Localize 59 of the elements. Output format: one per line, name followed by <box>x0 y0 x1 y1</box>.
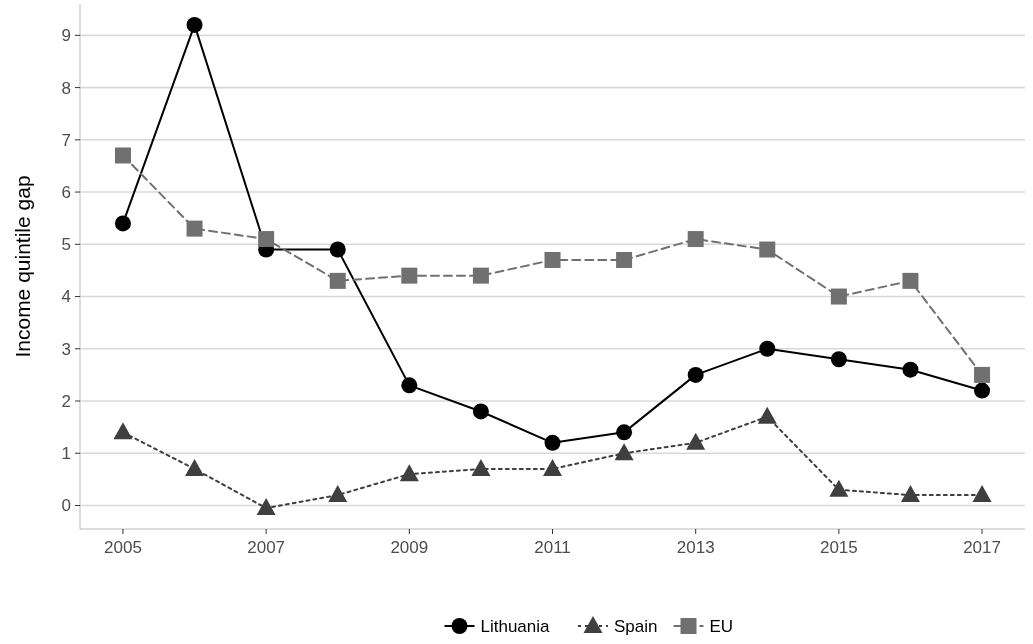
y-tick-label: 1 <box>61 444 71 464</box>
point <box>616 251 633 268</box>
point <box>759 241 776 258</box>
point <box>543 458 562 476</box>
point <box>900 485 920 503</box>
point <box>614 443 634 461</box>
point <box>185 458 205 476</box>
point <box>759 340 776 357</box>
legend-label: EU <box>709 616 734 636</box>
y-tick-label: 4 <box>61 287 71 307</box>
point <box>686 432 706 450</box>
point <box>329 272 346 289</box>
point <box>329 241 346 258</box>
point <box>972 485 992 503</box>
x-tick-label: 2009 <box>390 538 429 557</box>
point <box>544 251 561 268</box>
point <box>687 231 704 248</box>
point <box>399 464 419 482</box>
point <box>687 366 704 383</box>
y-tick-label: 6 <box>61 183 71 203</box>
point <box>830 351 847 368</box>
x-tick-label: 2017 <box>963 538 1001 557</box>
point <box>256 498 276 516</box>
y-tick-label: 5 <box>61 235 71 255</box>
point <box>902 272 919 289</box>
y-tick-label: 0 <box>61 496 71 516</box>
point <box>544 434 561 451</box>
point <box>830 288 847 305</box>
point <box>401 267 418 284</box>
x-tick-label: 2015 <box>819 538 858 557</box>
y-tick-label: 8 <box>61 78 71 98</box>
point <box>186 16 203 33</box>
point <box>114 147 131 164</box>
point <box>471 458 491 476</box>
y-axis-title: Income quintile gap <box>11 175 34 358</box>
point <box>757 406 777 424</box>
point <box>974 382 991 399</box>
point <box>829 479 849 497</box>
point <box>616 424 633 441</box>
point <box>258 231 275 248</box>
x-tick-label: 2013 <box>676 538 715 557</box>
point <box>472 267 489 284</box>
point <box>902 361 919 378</box>
point <box>974 366 991 383</box>
point <box>328 485 348 503</box>
y-tick-label: 9 <box>61 26 71 46</box>
point <box>401 377 418 394</box>
point <box>186 220 203 237</box>
point <box>114 215 131 232</box>
point <box>113 422 133 440</box>
point <box>472 403 489 420</box>
y-tick-label: 3 <box>61 339 71 359</box>
legend-label: Spain <box>614 616 658 636</box>
x-tick-label: 2011 <box>534 538 571 557</box>
x-tick-label: 2005 <box>104 538 142 557</box>
legend-label: Lithuania <box>480 616 551 636</box>
y-tick-label: 2 <box>61 391 71 411</box>
y-tick-label: 7 <box>61 130 71 150</box>
x-tick-label: 2007 <box>247 538 286 557</box>
